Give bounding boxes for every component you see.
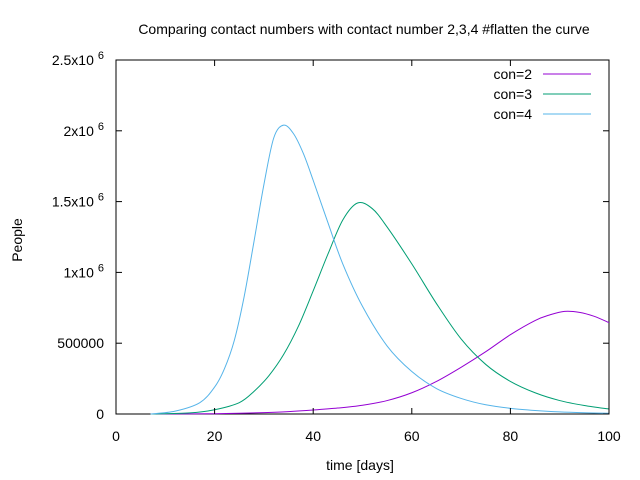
legend-label: con=2	[493, 66, 532, 82]
legend-label: con=4	[493, 106, 532, 122]
x-axis-label: time [days]	[326, 457, 394, 473]
series-line-con-4	[150, 124, 610, 415]
legend: con=2 con=3 con=4	[493, 66, 591, 122]
x-tick-label: 20	[207, 428, 223, 444]
series-layer	[150, 124, 610, 415]
plot-frame	[115, 59, 610, 415]
x-tick-label: 80	[503, 428, 519, 444]
chart-title: Comparing contact numbers with contact n…	[138, 21, 590, 37]
y-tick-label: 500000	[57, 335, 104, 351]
plot-border	[115, 59, 610, 415]
series-line-con-3	[150, 202, 610, 415]
x-tick-label: 0	[112, 428, 120, 444]
x-tick-label: 100	[597, 428, 621, 444]
y-tick-label: 1x10 6	[64, 262, 104, 280]
y-tick-label: 2x10 6	[64, 121, 104, 139]
y-tick-label: 0	[96, 406, 104, 422]
y-axis-label: People	[9, 218, 25, 262]
legend-label: con=3	[493, 86, 532, 102]
x-tick-label: 40	[305, 428, 321, 444]
x-tick-label: 60	[404, 428, 420, 444]
series-line-con-2	[150, 310, 610, 415]
y-tick-label: 1.5x10 6	[52, 192, 104, 210]
y-tick-label: 2.5x10 6	[52, 50, 104, 68]
ticks-layer: 0 20 40 60 80 100 0 500000 1x10 6 1.5x10 6 2x10 6 2.5x…	[52, 50, 621, 444]
